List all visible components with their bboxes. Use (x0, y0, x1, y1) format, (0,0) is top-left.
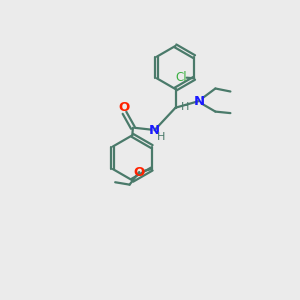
Text: H: H (157, 132, 165, 142)
Text: O: O (118, 101, 130, 114)
Text: N: N (149, 124, 160, 137)
Text: Cl: Cl (176, 70, 188, 84)
Text: H: H (181, 102, 189, 112)
Text: N: N (193, 94, 205, 108)
Text: O: O (134, 166, 145, 178)
